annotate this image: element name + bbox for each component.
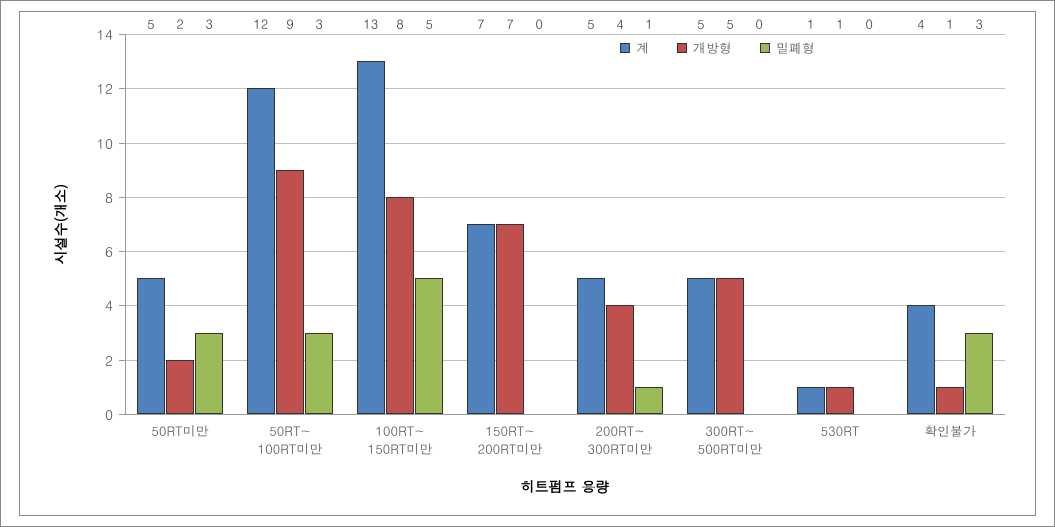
bar-value-label: 1 <box>836 14 844 385</box>
category-label: 150RT~200RT미만 <box>455 414 565 457</box>
category-label: 100RT~150RT미만 <box>345 414 455 457</box>
outer-frame: 0246810121452350RT미만129350RT~100RT미만1385… <box>0 0 1055 527</box>
bar <box>386 197 413 414</box>
y-axis-title: 시설수(개소) <box>50 184 70 265</box>
bar-value-label: 2 <box>176 14 184 358</box>
y-tick-label: 8 <box>105 187 125 207</box>
legend-swatch <box>760 43 770 53</box>
bar <box>166 360 193 414</box>
bar-value-label: 5 <box>587 14 595 276</box>
bar <box>305 333 332 414</box>
bar <box>635 387 662 414</box>
bar <box>687 278 714 414</box>
legend-swatch <box>620 43 630 53</box>
legend-item: 개방형 <box>677 38 732 57</box>
category-label: 530RT <box>785 414 895 440</box>
bar <box>195 333 222 414</box>
y-tick-label: 12 <box>97 78 125 98</box>
bar-value-label: 1 <box>807 14 815 385</box>
bar-value-label: 5 <box>147 14 155 276</box>
bar-value-label: 1 <box>645 14 653 385</box>
bar-value-label: 0 <box>755 14 763 412</box>
bar <box>357 61 384 414</box>
category-label: 50RT미만 <box>125 414 235 440</box>
bar-value-label: 5 <box>425 14 433 276</box>
y-tick-label: 2 <box>105 350 125 370</box>
bar <box>577 278 604 414</box>
legend-label: 개방형 <box>693 38 732 57</box>
bar-value-label: 8 <box>396 14 404 195</box>
bar <box>496 224 523 414</box>
bar-value-label: 3 <box>205 14 213 331</box>
chart-frame: 0246810121452350RT미만129350RT~100RT미만1385… <box>19 11 1036 516</box>
bar-value-label: 7 <box>506 14 514 222</box>
x-axis-title: 히트펌프 용량 <box>521 476 610 496</box>
category-label: 300RT~500RT미만 <box>675 414 785 457</box>
y-tick-label: 0 <box>105 404 125 424</box>
bar-value-label: 1 <box>946 14 954 385</box>
bar <box>797 387 824 414</box>
bar <box>936 387 963 414</box>
y-axis-line <box>125 34 126 414</box>
plot-area: 0246810121452350RT미만129350RT~100RT미만1385… <box>125 34 1005 414</box>
bar <box>716 278 743 414</box>
bar-value-label: 4 <box>917 14 925 303</box>
y-tick-label: 10 <box>97 133 125 153</box>
category-label: 확인불가 <box>895 414 1005 440</box>
legend: 계 개방형 밀폐형 <box>620 38 815 57</box>
bar-value-label: 12 <box>253 14 268 86</box>
bar <box>965 333 992 414</box>
category-label: 200RT~300RT미만 <box>565 414 675 457</box>
y-tick-label: 6 <box>105 241 125 261</box>
bar <box>826 387 853 414</box>
bar-value-label: 0 <box>865 14 873 412</box>
category-label: 50RT~100RT미만 <box>235 414 345 457</box>
bar <box>137 278 164 414</box>
bar-value-label: 9 <box>286 14 294 168</box>
bar <box>247 88 274 414</box>
legend-label: 밀폐형 <box>776 38 815 57</box>
legend-label: 계 <box>636 38 649 57</box>
bar <box>415 278 442 414</box>
legend-item: 계 <box>620 38 649 57</box>
bar-value-label: 3 <box>315 14 323 331</box>
bar <box>467 224 494 414</box>
bar-value-label: 13 <box>363 14 378 59</box>
bar-value-label: 7 <box>477 14 485 222</box>
y-tick-label: 14 <box>97 24 125 44</box>
bar-value-label: 4 <box>616 14 624 303</box>
legend-swatch <box>677 43 687 53</box>
legend-item: 밀폐형 <box>760 38 815 57</box>
bar <box>276 170 303 414</box>
bar <box>907 305 934 414</box>
bar-value-label: 3 <box>975 14 983 331</box>
bar <box>606 305 633 414</box>
y-tick-label: 4 <box>105 295 125 315</box>
bar-value-label: 0 <box>535 14 543 412</box>
